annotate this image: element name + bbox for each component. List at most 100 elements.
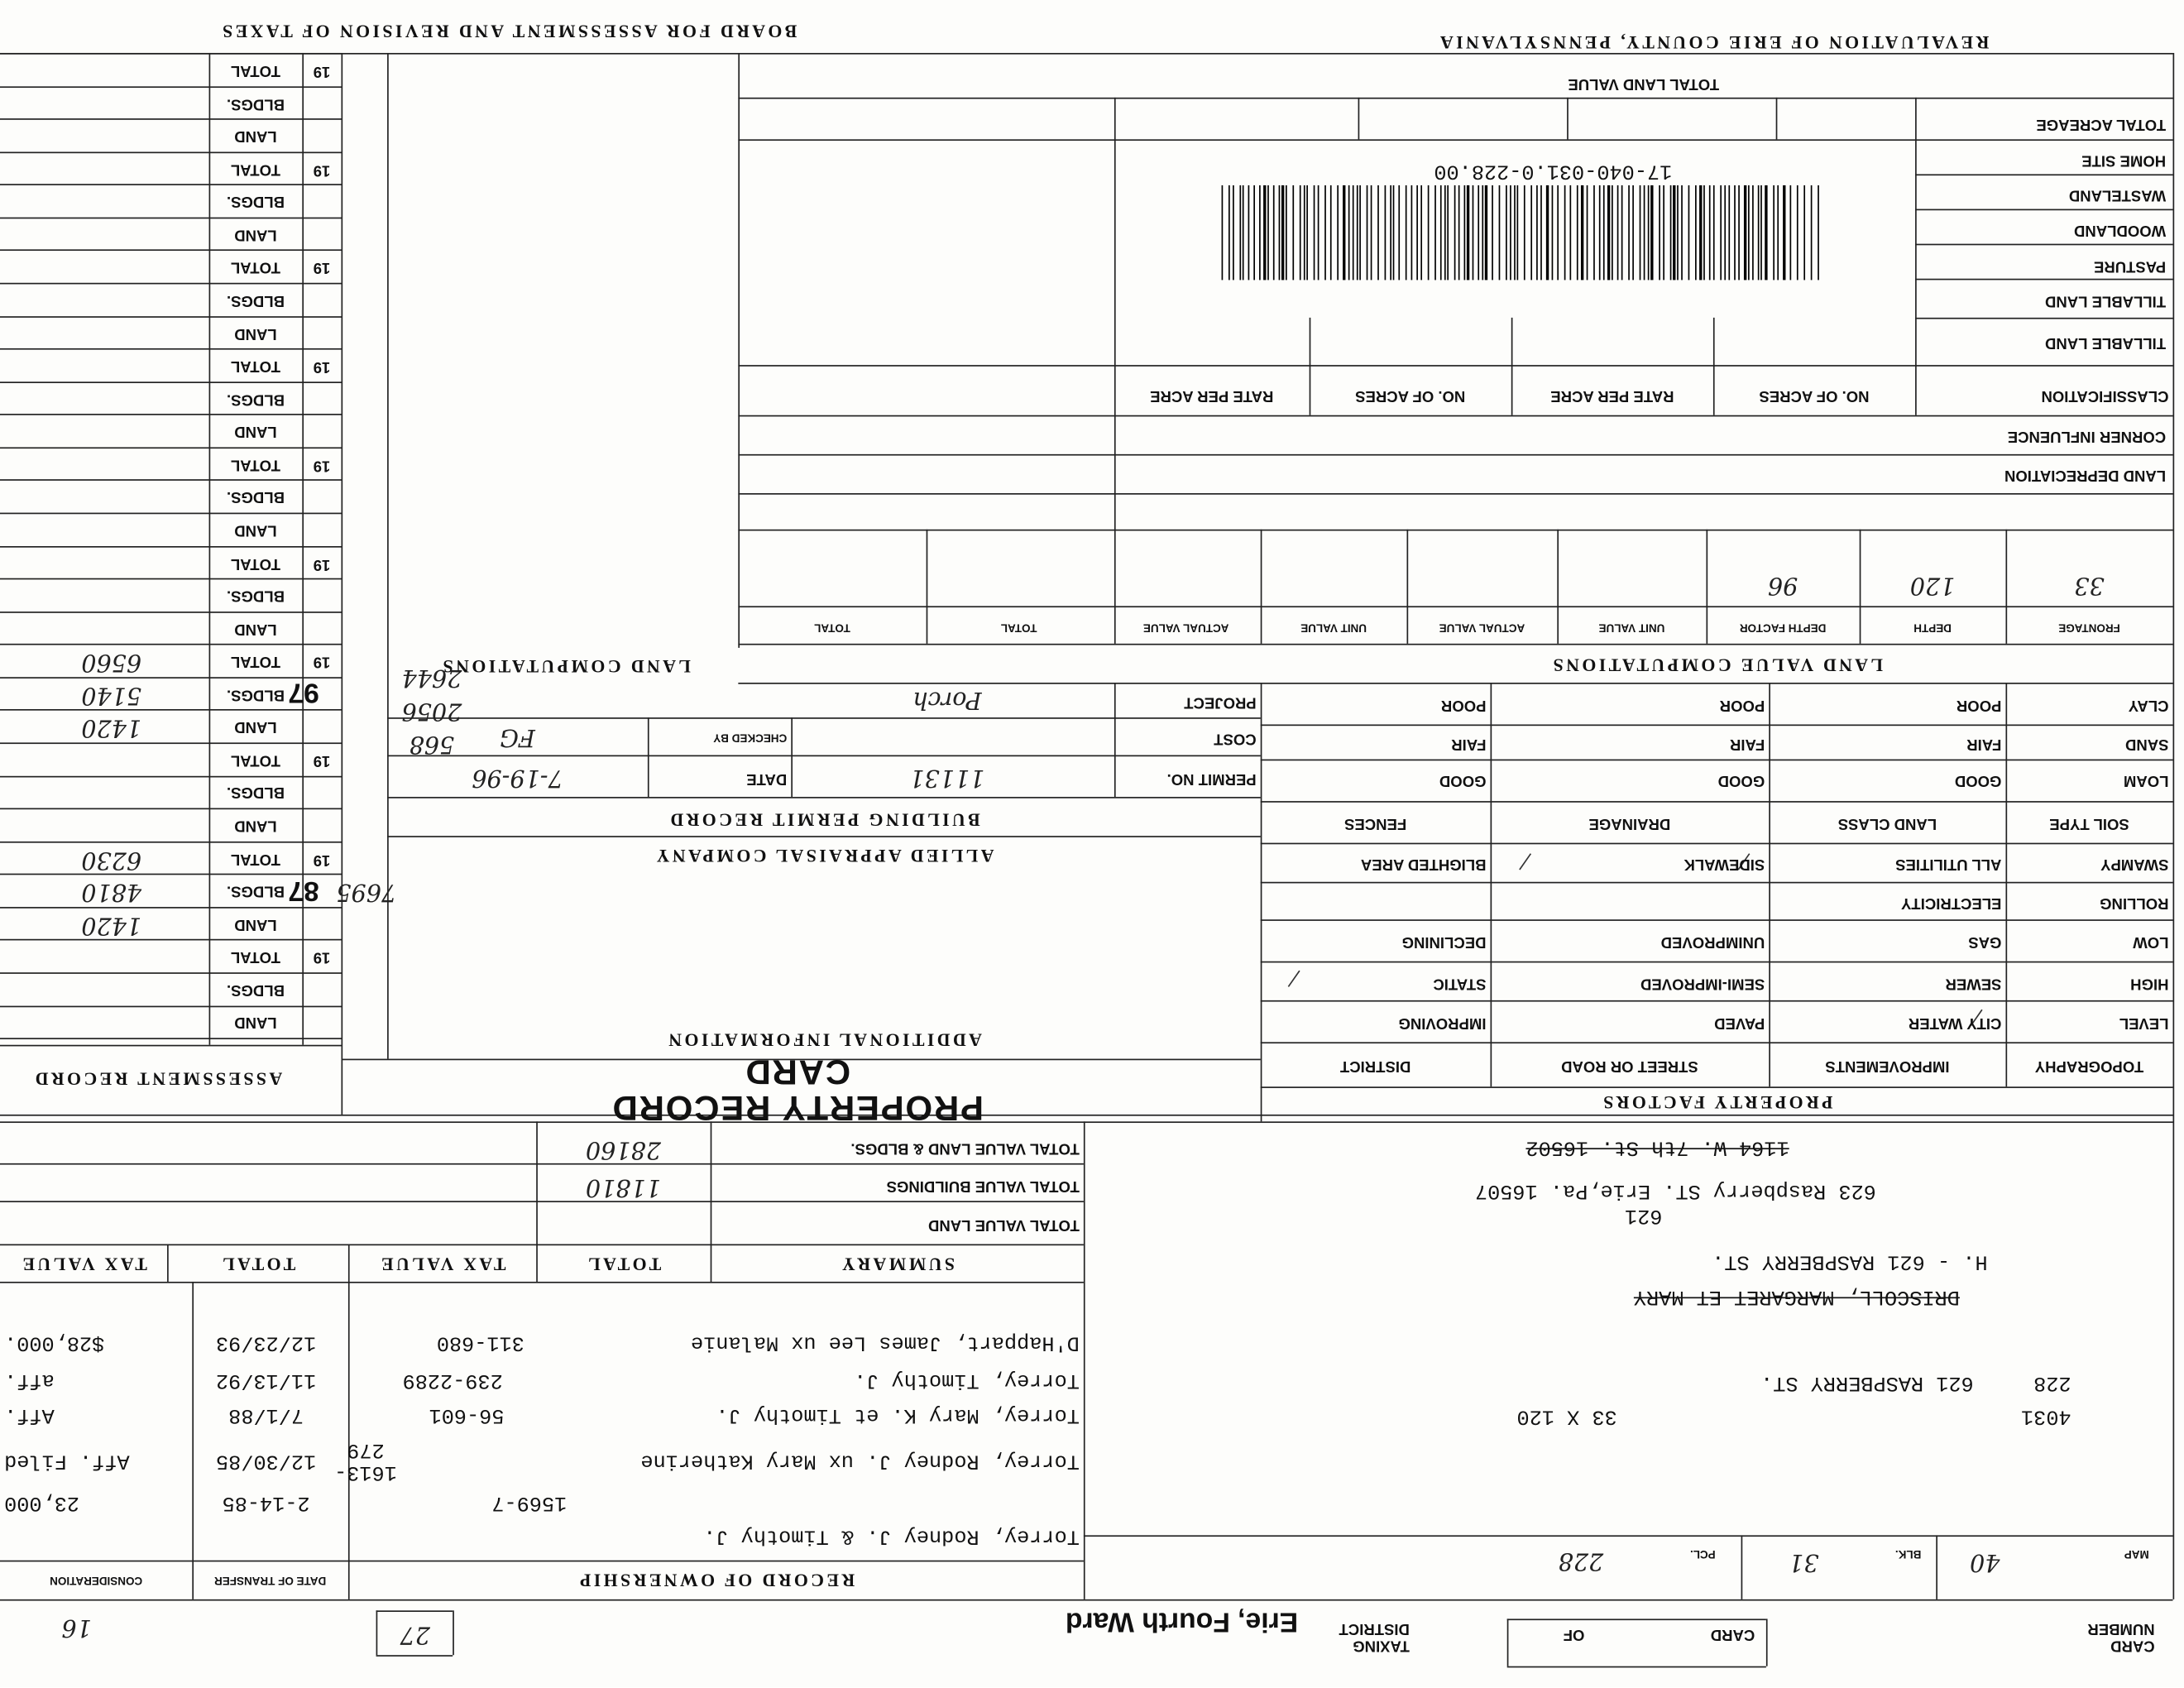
rows: TILLABLE LAND — [2045, 333, 2167, 351]
rows: LAND — [234, 620, 277, 637]
rows: BLDGS. — [226, 784, 285, 802]
rule — [0, 808, 342, 810]
street: 621 RASPBERRY ST. — [1760, 1370, 1974, 1395]
barcode-bar — [1428, 185, 1430, 281]
barcode-bar — [1238, 185, 1241, 281]
rule — [1260, 961, 2173, 963]
soil-rows: POOR — [1956, 696, 2002, 713]
rule — [302, 52, 304, 1045]
notes: 568 — [409, 730, 455, 758]
rule — [376, 1610, 453, 1613]
barcode-bar — [1352, 185, 1354, 281]
rows: LAND — [234, 226, 277, 243]
rule — [0, 381, 342, 383]
values: 1420 — [81, 713, 142, 742]
rule — [0, 184, 342, 186]
total: 28160 — [585, 1135, 661, 1163]
barcode-bar — [1760, 185, 1763, 281]
barcode-bar — [1728, 185, 1731, 281]
barcode-bar — [1516, 185, 1519, 281]
rule — [0, 1121, 2173, 1124]
rule — [1358, 97, 1360, 140]
rule — [1712, 317, 1715, 415]
rule — [0, 315, 342, 318]
year: 19 — [313, 554, 331, 572]
rule — [387, 836, 1261, 837]
values: 96 — [1767, 571, 1798, 599]
rows: GAS — [1968, 933, 2002, 951]
values: 33 — [2074, 571, 2105, 599]
barcode-bar — [1329, 185, 1332, 281]
headers: DISTRICT — [1339, 1057, 1411, 1074]
rows: LAND — [234, 718, 277, 736]
rows: UNIMPROVED — [1660, 933, 1765, 951]
barcode-bar — [1669, 185, 1672, 281]
rule — [387, 797, 1261, 798]
taxing-district: Erie, Fourth Ward — [1065, 1607, 1299, 1638]
date-label: DATE — [746, 770, 788, 787]
rule — [0, 545, 342, 547]
soil-rows: FAIR — [1966, 735, 2002, 752]
mailing: 623 Raspberry ST. Erie,Pa. 16507 — [1474, 1178, 1876, 1202]
rule — [0, 52, 342, 55]
barcode-bar — [1415, 185, 1418, 281]
rows: WOODLAND — [2073, 221, 2167, 238]
soil-rows: POOR — [1440, 696, 1487, 713]
rule — [0, 644, 342, 645]
barcode-bar — [1677, 185, 1679, 281]
rows: ALL UTILITIES — [1895, 856, 2002, 873]
barcode-bar — [1540, 185, 1542, 281]
rows: HOME SITE — [2081, 151, 2167, 169]
barcode-bar — [1370, 185, 1372, 281]
barcode-bar — [1694, 185, 1697, 281]
rule — [738, 529, 2173, 531]
deed: 56-601 — [429, 1403, 505, 1427]
date: 11/13/92 — [215, 1368, 317, 1392]
notes: 2056 — [401, 696, 462, 725]
rule — [738, 52, 740, 648]
pcl: 228 — [1558, 1546, 1604, 1575]
year: 19 — [313, 62, 331, 79]
barcode-bar — [1647, 185, 1650, 281]
rows: PASTURE — [2093, 257, 2167, 275]
barcode-bar — [1680, 185, 1683, 281]
label: TOTAL VALUE BUILDINGS — [886, 1177, 1080, 1194]
rule — [1260, 759, 2173, 761]
company: ALLIED APPRAISAL COMPANY — [654, 845, 994, 866]
rows: TOTAL — [230, 751, 280, 769]
rows: CITY WATER — [1908, 1014, 2002, 1032]
rule — [376, 1610, 378, 1656]
barcode-bar — [1221, 185, 1224, 281]
rows: TOTAL — [230, 948, 280, 966]
account: 4031 — [2020, 1403, 2071, 1428]
barcode-bar — [1751, 185, 1754, 281]
barcode-bar — [1420, 185, 1423, 281]
rule — [738, 415, 2173, 417]
rows: BLDGS. — [226, 291, 285, 309]
rule — [1309, 317, 1311, 415]
values: 120 — [1909, 571, 1956, 599]
rule — [0, 1044, 342, 1047]
rule — [376, 1655, 453, 1657]
rule — [387, 755, 1261, 757]
year: 19 — [313, 653, 331, 670]
name: Torrey, Rodney J. ux Mary Katherine — [640, 1448, 1080, 1473]
barcode-bar — [1228, 185, 1230, 281]
year-written: 97 — [288, 678, 319, 709]
notes: 7695 — [336, 877, 397, 906]
rule — [1915, 174, 2173, 176]
page-note: 16 — [61, 1613, 92, 1642]
rule — [0, 85, 342, 88]
rule — [0, 1599, 2173, 1601]
rule — [1915, 243, 2173, 246]
barcode-bar — [1803, 185, 1806, 281]
barcode-bar — [1708, 185, 1711, 281]
title: LAND VALUE COMPUTATIONS — [1550, 655, 1884, 676]
rule — [0, 250, 342, 252]
soil-headers: SOIL TYPE — [2049, 815, 2129, 832]
rule — [0, 611, 342, 613]
rule — [1083, 1535, 2173, 1537]
rows: ELECTRICITY — [1900, 894, 2002, 912]
rule — [738, 493, 2173, 495]
